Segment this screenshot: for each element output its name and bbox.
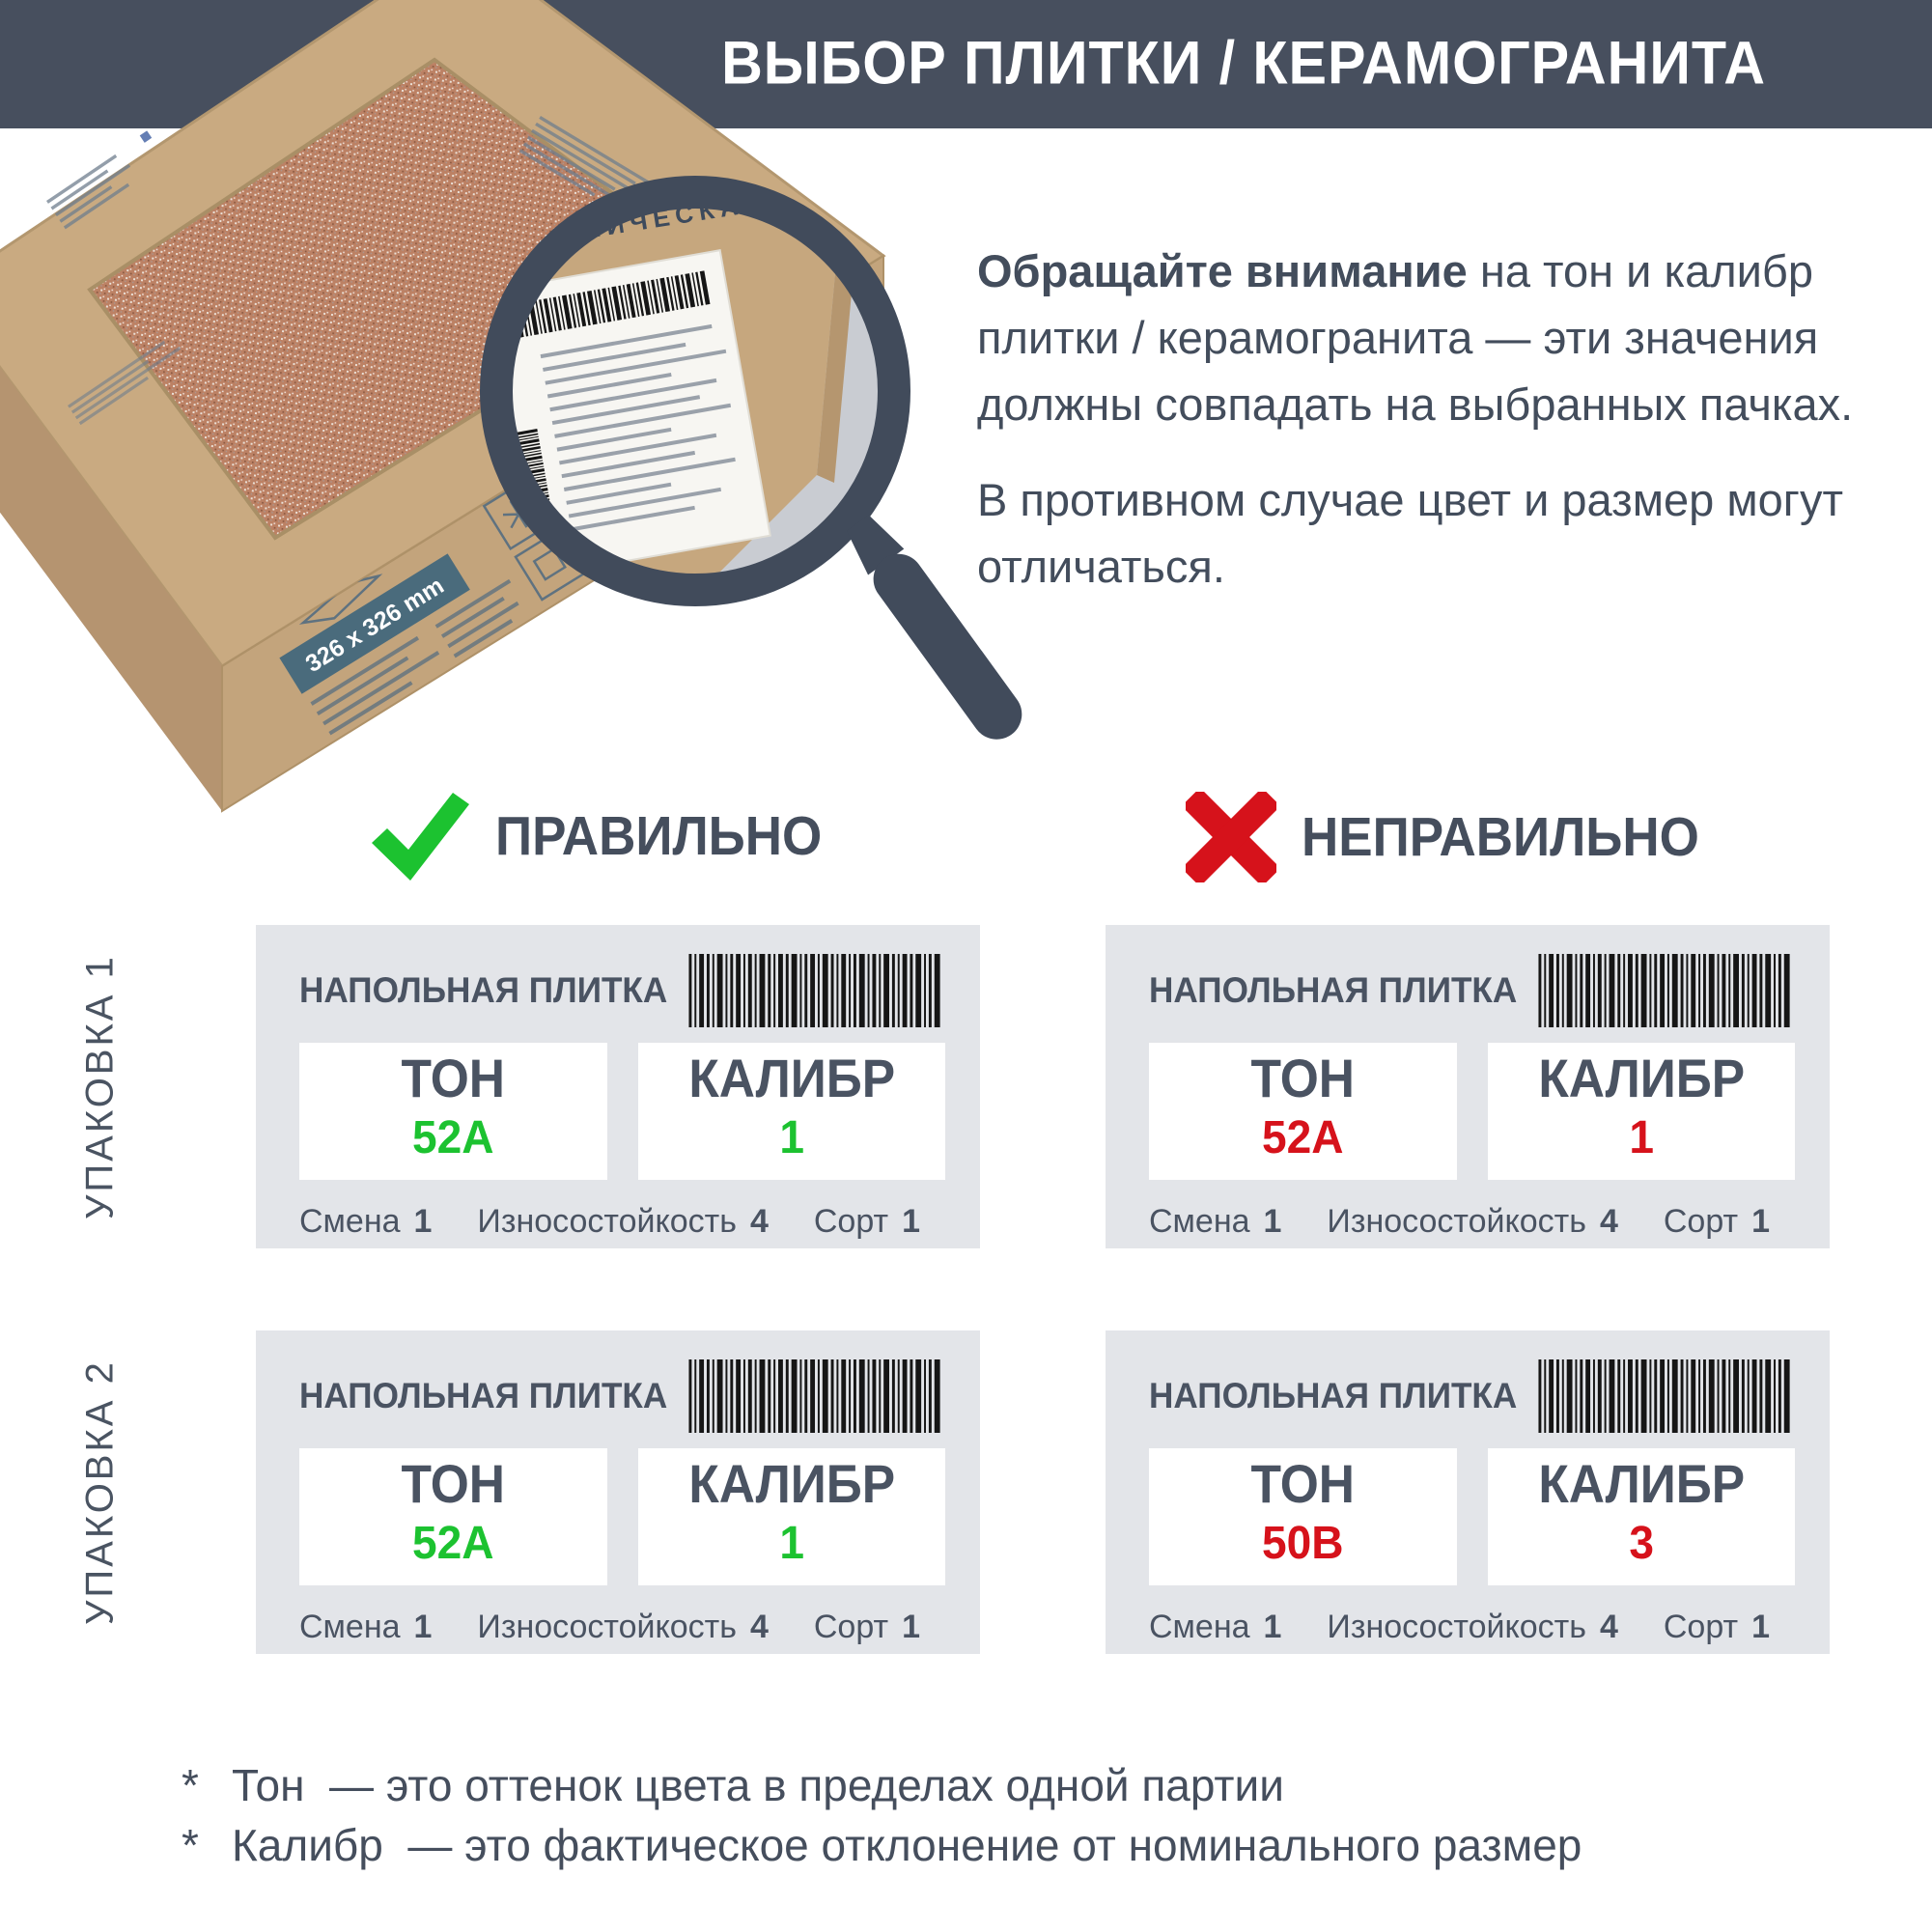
tone-label: ТОН [1250, 1048, 1355, 1108]
card-title: НАПОЛЬНАЯ ПЛИТКА [299, 1376, 668, 1415]
caliber-value: 1 [1628, 1112, 1654, 1163]
card-title: НАПОЛЬНАЯ ПЛИТКА [299, 970, 668, 1010]
caliber-label: КАЛИБР [687, 1453, 895, 1514]
column-label-wrong: НЕПРАВИЛЬНО [1302, 806, 1699, 868]
caliber-value: 1 [778, 1518, 804, 1569]
footnote-tone: * Тон — это оттенок цвета в пределах одн… [182, 1755, 1842, 1815]
caliber-value: 1 [778, 1112, 804, 1163]
check-icon [372, 793, 469, 881]
footnote-marker: * [182, 1820, 199, 1870]
meta-value: 1 [1263, 1609, 1282, 1645]
tone-label: ТОН [401, 1048, 505, 1108]
intro-paragraph-1-rest: на тон и калибр плитки / керамогранита —… [977, 245, 1854, 430]
tone-value: 52А [411, 1518, 494, 1569]
footnote-text: Тон — это оттенок цвета в пределах одной… [232, 1760, 1284, 1810]
meta-label: Смена [299, 1203, 401, 1240]
caliber-box: КАЛИБР 3 [1487, 1448, 1795, 1585]
card-meta: Смена 1 Износостойкость 4 Сорт 1 [256, 1585, 980, 1646]
meta-label: Смена [1149, 1609, 1250, 1645]
meta-label: Сорт [1663, 1609, 1739, 1645]
meta-value: 4 [1599, 1203, 1618, 1240]
footnote-text: Калибр — это фактическое отклонение от н… [232, 1820, 1582, 1870]
meta-value: 4 [749, 1609, 769, 1645]
tone-value: 52А [1261, 1112, 1344, 1163]
label-card-pack2-wrong: НАПОЛЬНАЯ ПЛИТКА ТОН 50В КАЛИБР 3 Смена 1… [1106, 1330, 1830, 1654]
meta-label: Смена [299, 1609, 401, 1645]
meta-label: Износостойкость [477, 1203, 737, 1240]
page-title: ВЫБОР ПЛИТКИ / КЕРАМОГРАНИТА [721, 29, 1766, 98]
label-card-pack1-wrong: НАПОЛЬНАЯ ПЛИТКА ТОН 52А КАЛИБР 1 Смена 1… [1106, 925, 1830, 1248]
meta-label: Износостойкость [1327, 1609, 1586, 1645]
meta-label: Износостойкость [477, 1609, 737, 1645]
footnotes: * Тон — это оттенок цвета в пределах одн… [182, 1755, 1842, 1875]
intro-paragraph-2: В противном случае цвет и размер могут о… [977, 474, 1843, 592]
barcode-icon [1538, 954, 1790, 1027]
meta-value: 1 [902, 1609, 920, 1645]
tone-label: ТОН [401, 1453, 505, 1514]
card-meta: Смена 1 Износостойкость 4 Сорт 1 [1106, 1585, 1830, 1646]
box-left-face [0, 367, 222, 811]
meta-value: 1 [1263, 1203, 1282, 1240]
box-sticker-label [496, 249, 771, 579]
meta-value: 1 [413, 1203, 433, 1240]
card-meta: Смена 1 Износостойкость 4 Сорт 1 [1106, 1180, 1830, 1241]
label-card-pack1-correct: НАПОЛЬНАЯ ПЛИТКА ТОН 52А КАЛИБР 1 Смена 1… [256, 925, 980, 1248]
caliber-label: КАЛИБР [687, 1048, 895, 1108]
card-meta: Смена 1 Износостойкость 4 Сорт 1 [256, 1180, 980, 1241]
barcode-icon [1538, 1359, 1790, 1433]
barcode-icon [688, 954, 940, 1027]
meta-value: 1 [902, 1203, 920, 1240]
magnifier-handle [846, 515, 1022, 740]
footnote-caliber: * Калибр — это фактическое отклонение от… [182, 1815, 1842, 1875]
caliber-box: КАЛИБР 1 [637, 1043, 945, 1180]
footnote-marker: * [182, 1760, 199, 1810]
meta-label: Износостойкость [1327, 1203, 1586, 1240]
intro-lead: Обращайте внимание [977, 245, 1468, 296]
tone-box: ТОН 52А [1149, 1043, 1457, 1180]
meta-value: 1 [1751, 1609, 1770, 1645]
meta-label: Сорт [1663, 1203, 1739, 1240]
caliber-label: КАЛИБР [1537, 1453, 1745, 1514]
caliber-label: КАЛИБР [1537, 1048, 1745, 1108]
pack-label-1: УПАКОВКА 1 [78, 954, 122, 1219]
tone-label: ТОН [1250, 1453, 1355, 1514]
intro-paragraph-1: Обращайте внимание на тон и калибр плитк… [977, 238, 1875, 437]
box-top-face [0, 0, 886, 669]
size-band [279, 553, 470, 694]
caliber-box: КАЛИБР 1 [637, 1448, 945, 1585]
tone-box: ТОН 52А [299, 1043, 607, 1180]
tone-value: 50В [1261, 1518, 1344, 1569]
tile-box-photo: 326 x 326 mm [0, 0, 1022, 813]
label-card-pack2-correct: НАПОЛЬНАЯ ПЛИТКА ТОН 52А КАЛИБР 1 Смена 1… [256, 1330, 980, 1654]
column-header-correct: ПРАВИЛЬНО [372, 790, 847, 882]
meta-value: 4 [1599, 1609, 1618, 1645]
tile-surface [90, 60, 712, 538]
card-title: НАПОЛЬНАЯ ПЛИТКА [1149, 970, 1518, 1010]
magnifier-icon [480, 176, 910, 606]
pack-label-2: УПАКОВКА 2 [78, 1359, 122, 1625]
column-label-correct: ПРАВИЛЬНО [495, 805, 823, 867]
caliber-box: КАЛИБР 1 [1487, 1043, 1795, 1180]
intro-text: Обращайте внимание на тон и калибр плитк… [977, 238, 1875, 600]
box-print-lines [46, 130, 153, 230]
meta-label: Сорт [813, 1609, 889, 1645]
column-header-wrong: НЕПРАВИЛЬНО [1186, 792, 1729, 882]
cross-icon [1186, 792, 1276, 882]
tone-box: ТОН 52А [299, 1448, 607, 1585]
meta-label: Смена [1149, 1203, 1250, 1240]
caliber-value: 3 [1628, 1518, 1654, 1569]
barcode-icon [688, 1359, 940, 1433]
card-title: НАПОЛЬНАЯ ПЛИТКА [1149, 1376, 1518, 1415]
tone-box: ТОН 50В [1149, 1448, 1457, 1585]
meta-value: 1 [413, 1609, 433, 1645]
meta-value: 1 [1751, 1203, 1770, 1240]
meta-label: Сорт [813, 1203, 889, 1240]
meta-value: 4 [749, 1203, 769, 1240]
tone-value: 52А [411, 1112, 494, 1163]
